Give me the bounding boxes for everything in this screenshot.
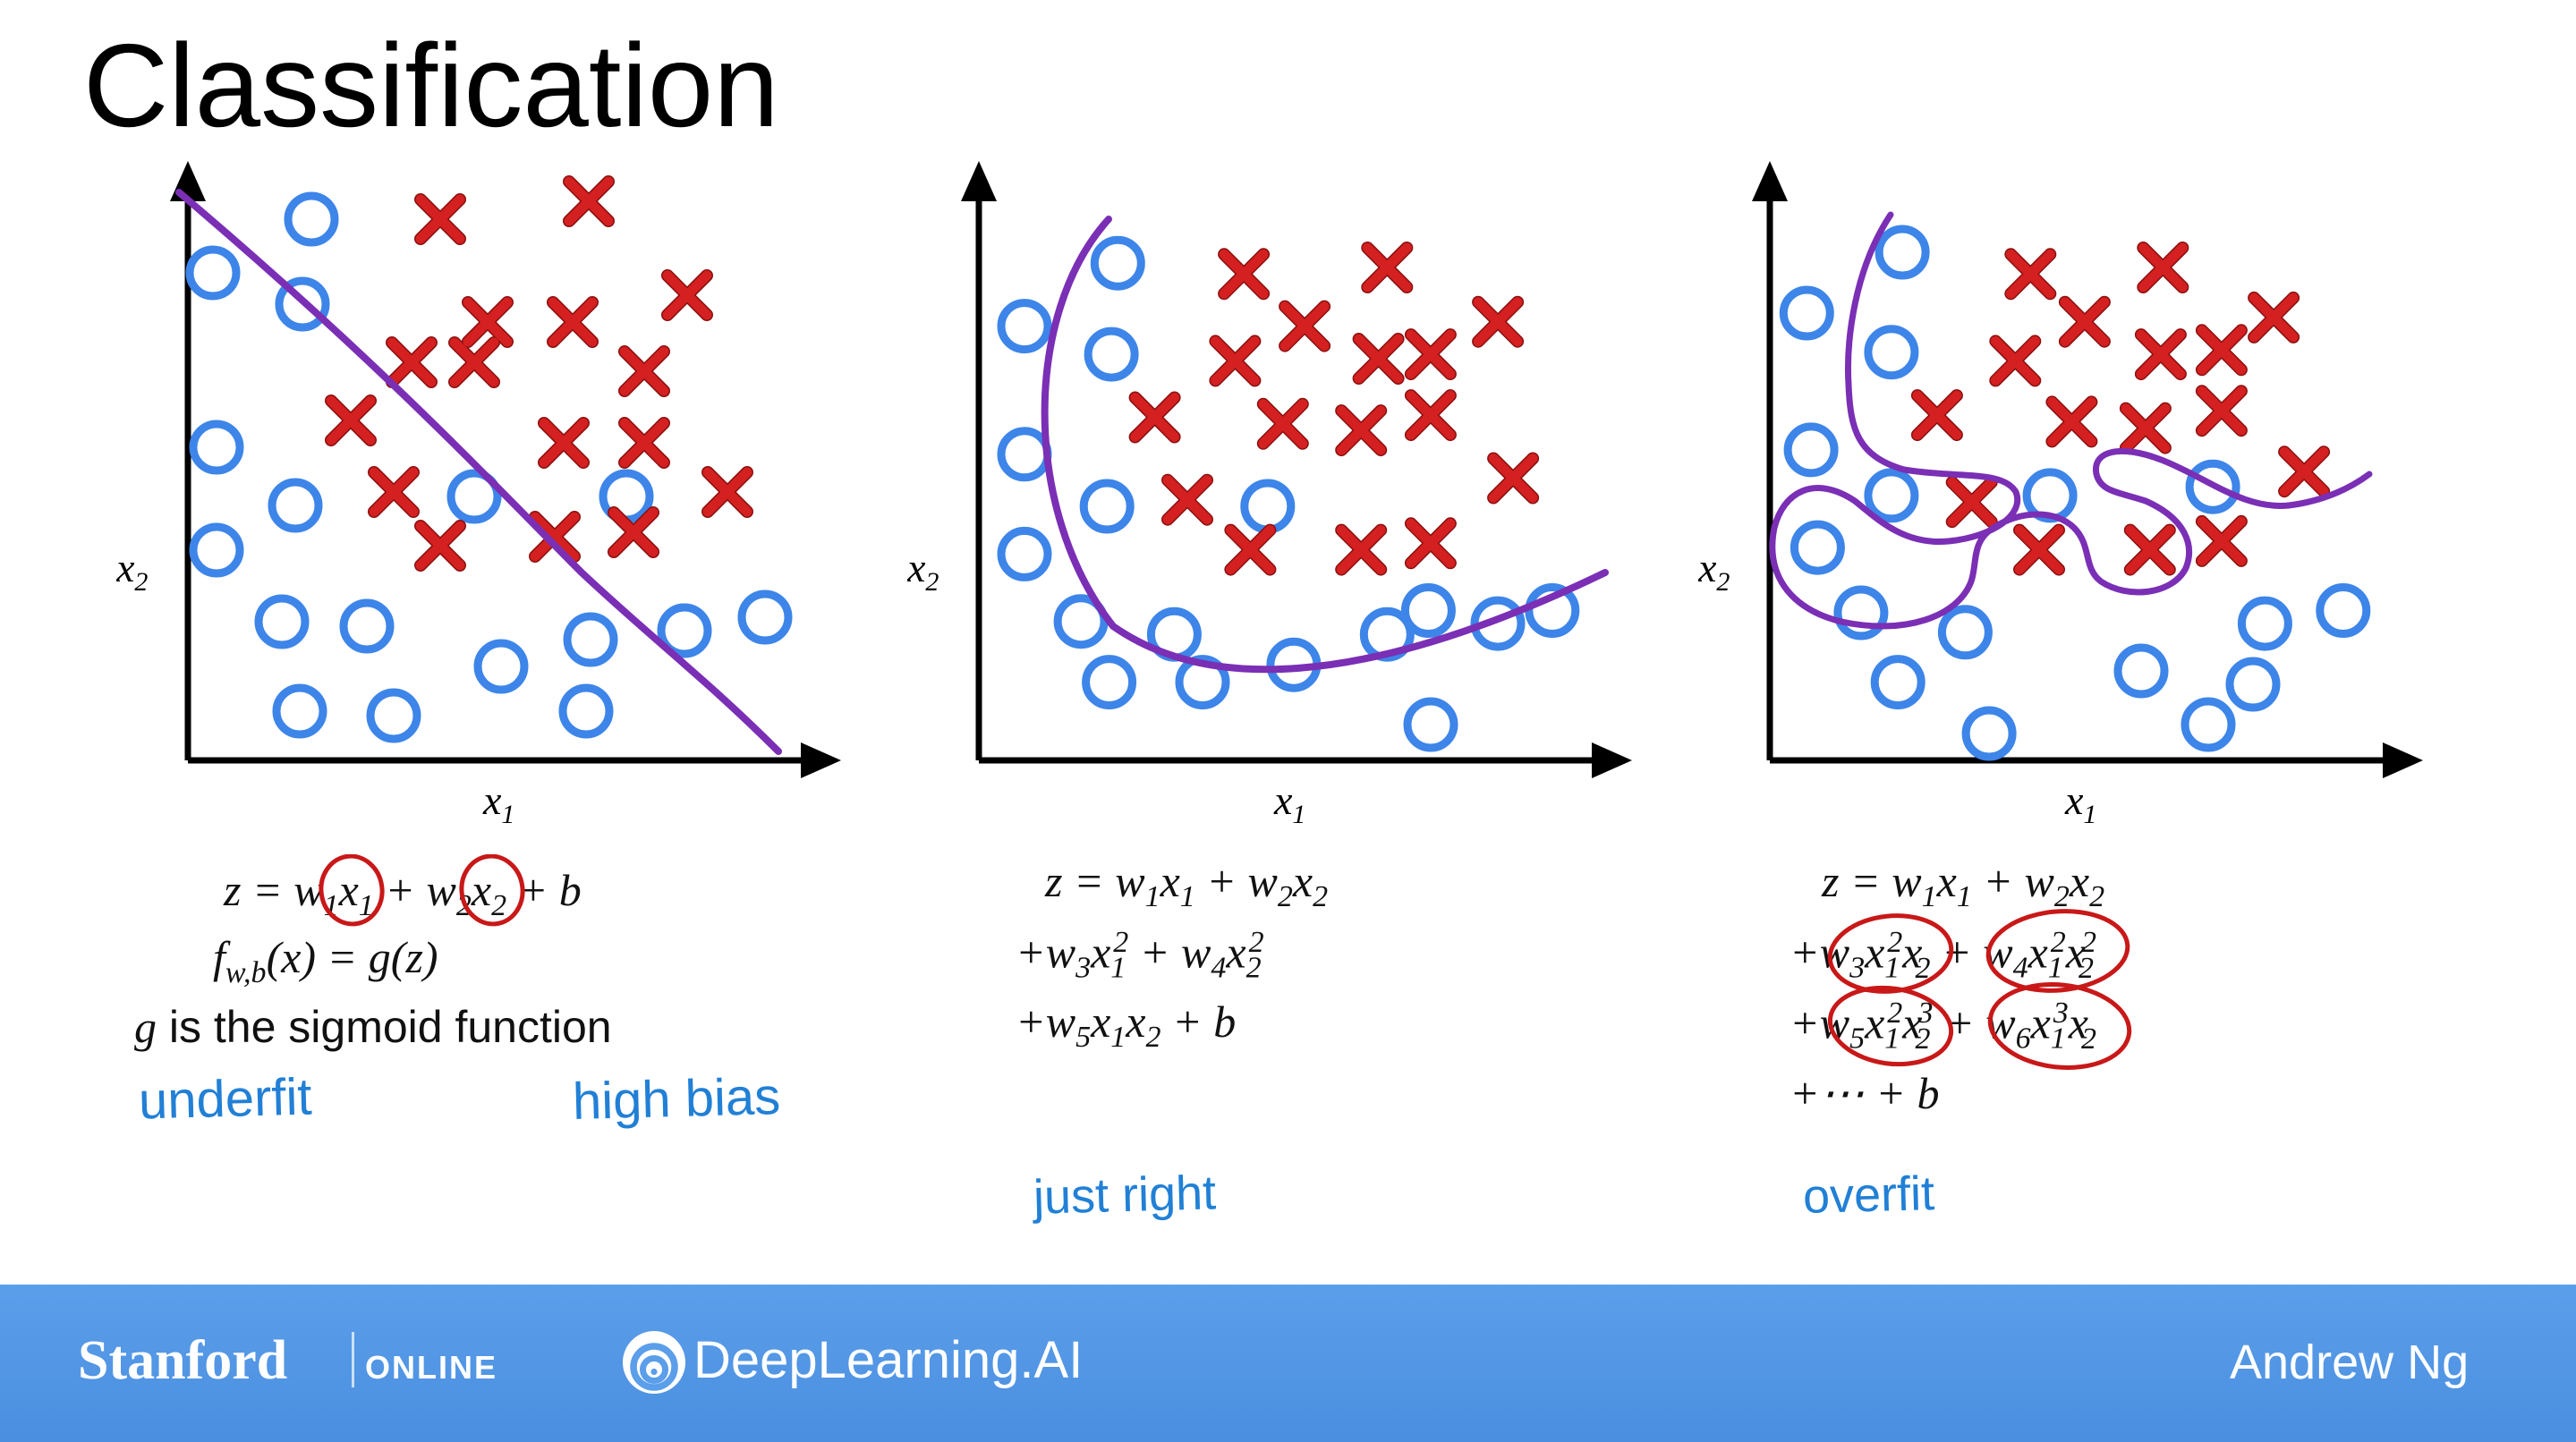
svg-text:x1: x1: [2064, 777, 2096, 829]
svg-text:x1: x1: [482, 777, 514, 829]
svg-text:x2: x2: [907, 545, 939, 597]
svg-text:x2: x2: [1698, 545, 1730, 597]
svg-text:x2: x2: [116, 545, 148, 597]
svg-text:x1: x1: [1273, 777, 1305, 829]
